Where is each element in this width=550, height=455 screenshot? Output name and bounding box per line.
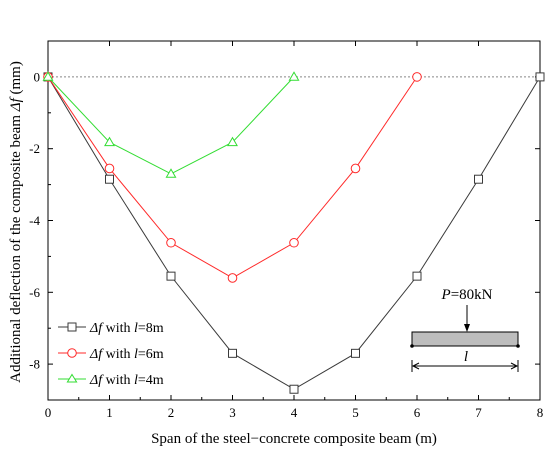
legend-label-l4-var: l [134,373,138,388]
y-tick-label: -2 [29,141,40,156]
data-point-triangle [288,71,300,81]
beam-body [411,331,519,347]
legend-label-l8-var: l [134,321,138,336]
y-axis-title-symbol: Δf [8,96,24,112]
data-point-square [474,174,483,184]
legend-label-l4-with: with [102,373,134,388]
legend-label-l6-value: =6m [138,347,164,362]
y-axis-title-suffix: (mm) [8,61,24,98]
data-point-square [412,271,422,281]
y-tick-label: 0 [34,69,41,84]
x-tick-label: 7 [475,405,482,420]
beam-inset-diagram: P=80kN l [410,287,520,372]
legend-label-l6: Δf with l=6m [89,347,164,362]
legend-entry-l4: Δf with l=4m [58,373,164,388]
data-point-circle [350,163,361,174]
legend-label-l6-var: l [134,347,138,362]
y-axis-ticks: 0 -2 -4 -6 -8 [29,69,540,372]
x-tick-label: 6 [414,405,421,420]
load-label-value: =80kN [451,287,493,303]
y-tick-label: -4 [29,213,40,228]
legend-label-l8-value: =8m [138,321,164,336]
x-axis-ticks: 0 1 2 3 4 5 6 7 8 [45,41,544,420]
data-point-circle [289,237,299,248]
data-point-square [166,271,176,281]
legend-label-l8-symbol: Δf [89,321,104,336]
x-tick-label: 8 [537,405,544,420]
legend-marker-triangle [66,373,78,383]
legend: Δf with l=8m Δf with l=6m Δf with l=4m [58,321,164,388]
series-lines [42,71,545,394]
span-label: l [464,349,468,365]
y-axis-title-prefix: Additional deflection of the composite b… [8,111,24,383]
series-line-1 [47,76,418,279]
data-point-square [351,348,360,358]
span-arrow-right [510,362,519,370]
legend-entry-l6: Δf with l=6m [58,347,164,362]
legend-label-l6-symbol: Δf [89,347,104,362]
y-tick-label: -8 [29,357,40,372]
load-arrow-head [464,324,470,332]
span-arrow-left [411,362,420,370]
plot-area: 0 1 2 3 4 5 6 7 8 0 -2 -4 -6 -8 [29,40,545,420]
y-axis-title: Additional deflection of the composite b… [8,61,24,383]
y-tick-label: -6 [29,285,40,300]
legend-entry-l8: Δf with l=8m [58,321,164,336]
x-axis-title: Span of the steel−concrete composite bea… [151,431,437,447]
legend-label-l4-value: =4m [138,373,164,388]
data-point-triangle [104,136,115,147]
x-tick-label: 1 [106,405,113,420]
x-tick-label: 5 [352,405,359,420]
data-point-square [289,384,299,394]
x-tick-label: 0 [45,405,52,420]
x-tick-label: 3 [229,405,236,420]
data-point-triangle [165,168,177,178]
legend-marker-square [67,322,77,332]
data-point-circle [227,273,238,283]
data-point-square [535,72,545,82]
left-support [410,344,414,348]
series-line-2 [47,76,295,175]
right-support [516,344,520,348]
data-point-square [105,174,114,184]
legend-label-l8: Δf with l=8m [89,321,164,336]
data-point-triangle [42,71,54,81]
load-label: P=80kN [441,287,493,303]
data-point-circle [104,163,115,174]
data-point-circle [166,237,176,248]
legend-label-l8-with: with [102,321,134,336]
legend-label-l4: Δf with l=4m [89,373,164,388]
data-point-triangle [227,136,238,147]
data-point-circle [412,72,422,82]
legend-label-l6-with: with [102,347,134,362]
x-tick-label: 4 [291,405,298,420]
legend-label-l4-symbol: Δf [89,373,104,388]
data-point-square [228,348,237,358]
load-label-symbol: P [441,287,451,303]
legend-marker-circle [67,348,77,358]
x-tick-label: 2 [168,405,175,420]
